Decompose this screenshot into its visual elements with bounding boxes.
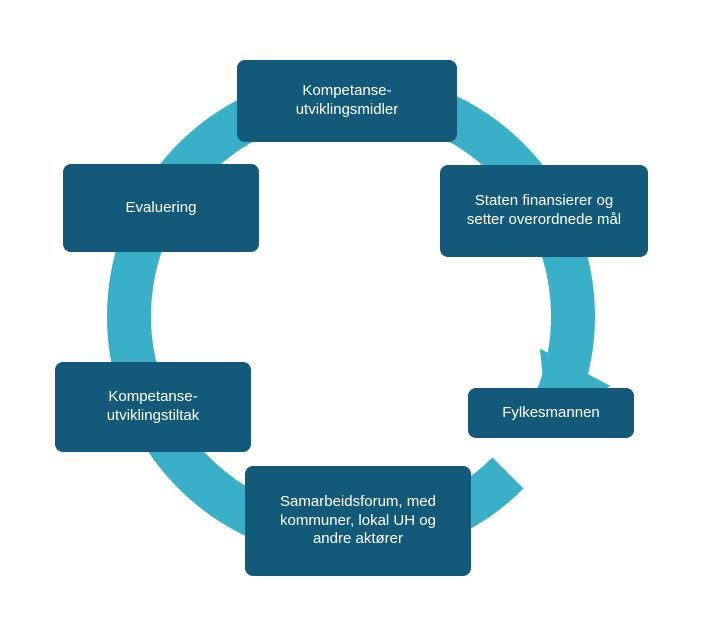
node-kompetanse-midler: Kompetanse-utviklingsmidler	[237, 60, 457, 142]
node-staten: Staten finansierer ogsetter overordnede …	[440, 165, 648, 257]
node-kompetanse-tiltak: Kompetanse-utviklingstiltak	[55, 362, 251, 452]
node-label: Evaluering	[126, 199, 197, 218]
node-fylkesmannen: Fylkesmannen	[468, 388, 634, 438]
node-label: Staten finansierer ogsetter overordnede …	[467, 192, 621, 230]
node-label: Fylkesmannen	[502, 404, 600, 423]
cycle-diagram: Kompetanse-utviklingsmidler Staten finans…	[0, 0, 702, 631]
node-samarbeidsforum: Samarbeidsforum, medkommuner, lokal UH o…	[245, 466, 471, 576]
node-label: Kompetanse-utviklingsmidler	[296, 82, 399, 120]
node-evaluering: Evaluering	[63, 164, 259, 252]
node-label: Samarbeidsforum, medkommuner, lokal UH o…	[280, 493, 436, 549]
node-label: Kompetanse-utviklingstiltak	[107, 388, 200, 426]
